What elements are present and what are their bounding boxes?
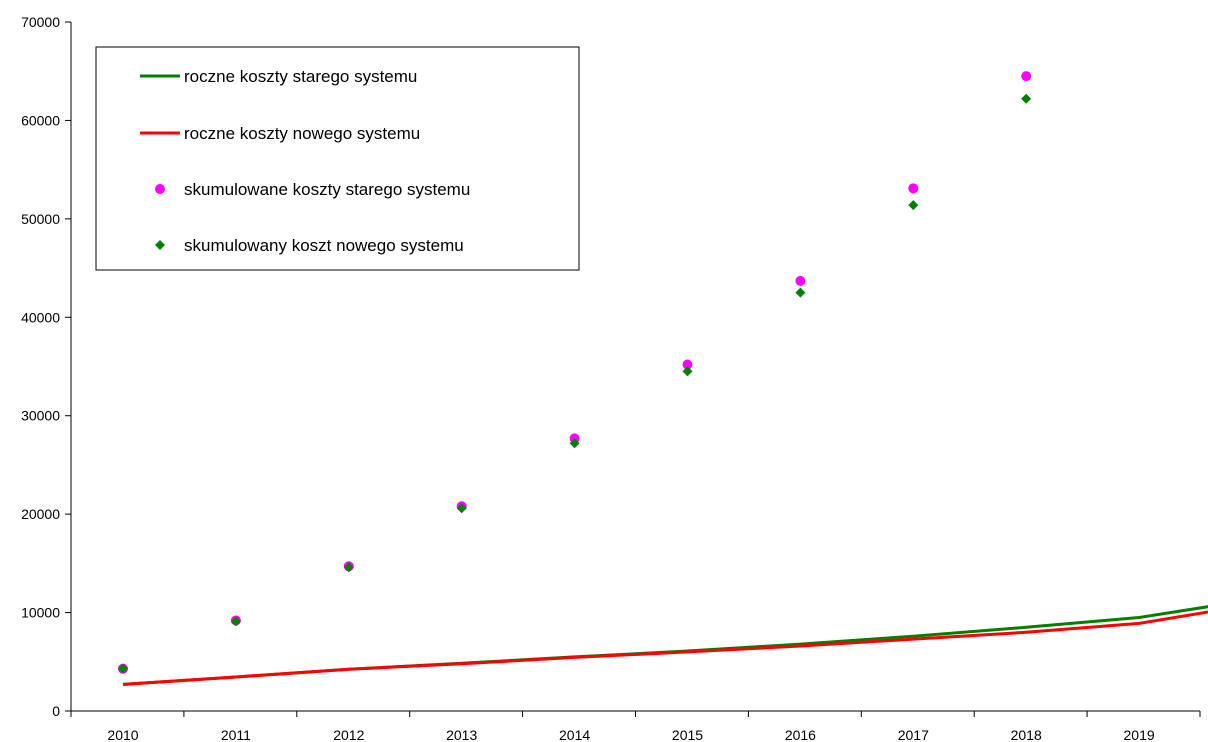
- data-point: [795, 287, 806, 298]
- y-tick-label: 40000: [21, 309, 60, 325]
- legend-label: roczne koszty starego systemu: [184, 67, 417, 86]
- data-point: [118, 663, 128, 674]
- data-point: [908, 183, 919, 194]
- x-tick-label: 2017: [898, 727, 929, 742]
- y-tick-label: 0: [52, 703, 60, 719]
- x-tick-label: 2014: [559, 727, 590, 742]
- data-point: [795, 275, 806, 286]
- data-point: [343, 562, 354, 573]
- data-point: [682, 366, 693, 377]
- data-point: [682, 359, 693, 370]
- data-point: [1021, 71, 1032, 82]
- series-line: [122, 605, 1208, 686]
- legend-label: roczne koszty nowego systemu: [184, 124, 420, 143]
- y-tick-label: 20000: [21, 506, 60, 522]
- series-line: [122, 610, 1208, 686]
- y-tick-label: 10000: [21, 605, 60, 621]
- y-tick-label: 50000: [21, 211, 60, 227]
- data-point: [908, 200, 919, 211]
- x-tick-label: 2011: [221, 727, 251, 742]
- plot-lines: [122, 605, 1208, 686]
- axes: [65, 21, 1201, 717]
- y-tick-label: 60000: [21, 112, 60, 128]
- x-tick-label: 2018: [1011, 727, 1042, 742]
- data-point: [1021, 93, 1032, 104]
- plot-points: [118, 71, 1032, 674]
- y-tick-label: 30000: [21, 408, 60, 424]
- x-tick-labels: 2010 2011 2012 2013 2014 2015 2016 2017 2018 2019…: [107, 727, 1155, 742]
- legend-label: skumulowane koszty starego systemu: [184, 180, 470, 199]
- data-point: [456, 503, 467, 514]
- legend: roczne koszty starego systemu roczne kosz…: [95, 46, 580, 271]
- data-point: [569, 438, 580, 449]
- x-tick-label: 2010: [107, 727, 138, 742]
- x-tick-label: 2013: [446, 727, 477, 742]
- x-tick-label: 2012: [333, 727, 364, 742]
- legend-marker-swatch: [155, 240, 165, 250]
- legend-label: skumulowany koszt nowego systemu: [184, 236, 464, 255]
- y-tick-label: 70000: [21, 14, 60, 30]
- legend-box: [95, 46, 580, 271]
- y-tick-labels: 0 10000 20000 30000 40000 50000 60000 70000: [21, 14, 60, 719]
- data-point: [230, 616, 241, 627]
- x-tick-label: 2015: [672, 727, 703, 742]
- x-tick-label: 2019: [1124, 727, 1155, 742]
- x-tick-label: 2016: [785, 727, 816, 742]
- legend-marker-swatch: [155, 184, 165, 194]
